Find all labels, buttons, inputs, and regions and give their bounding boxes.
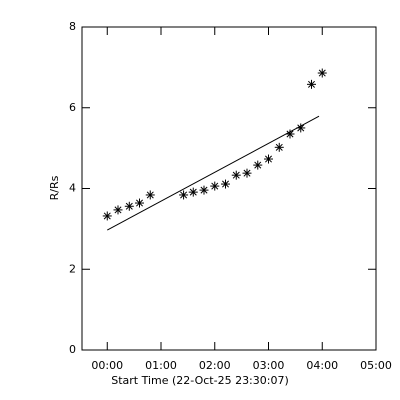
asterisk-stroke <box>286 130 294 138</box>
asterisk-marker <box>221 179 231 189</box>
asterisk-stroke <box>114 206 122 214</box>
asterisk-stroke <box>136 199 144 207</box>
y-tick-label: 8 <box>69 20 76 33</box>
asterisk-stroke <box>189 188 197 196</box>
asterisk-stroke <box>307 80 316 88</box>
plot-frame <box>81 26 377 351</box>
x-tick-label: 01:00 <box>145 359 177 372</box>
x-tick-label: 05:00 <box>360 359 392 372</box>
asterisk-stroke <box>200 186 208 194</box>
asterisk-marker <box>199 185 209 195</box>
asterisk-marker <box>253 160 263 170</box>
asterisk-stroke <box>254 161 262 169</box>
asterisk-marker <box>317 68 327 78</box>
y-tick-label: 2 <box>69 262 76 275</box>
asterisk-stroke <box>211 182 219 190</box>
asterisk-marker <box>231 170 241 180</box>
asterisk-marker <box>102 211 112 221</box>
asterisk-marker <box>210 181 220 191</box>
y-tick-label: 6 <box>69 101 76 114</box>
asterisk-marker <box>264 154 274 164</box>
asterisk-stroke <box>265 155 273 163</box>
asterisk-marker <box>307 79 317 89</box>
asterisk-stroke <box>180 191 188 199</box>
asterisk-stroke <box>243 169 251 177</box>
asterisk-marker <box>113 205 123 215</box>
asterisk-marker <box>135 198 145 208</box>
asterisk-marker <box>188 187 198 197</box>
asterisk-stroke <box>146 191 154 199</box>
x-tick-label: 04:00 <box>306 359 338 372</box>
x-tick-label: 00:00 <box>91 359 123 372</box>
asterisk-marker <box>179 190 189 200</box>
asterisk-stroke <box>103 212 111 220</box>
asterisk-stroke <box>297 124 305 132</box>
x-tick-label: 03:00 <box>253 359 285 372</box>
asterisk-marker <box>242 168 252 178</box>
y-axis-label: R/Rs <box>48 175 61 200</box>
asterisk-stroke <box>222 180 230 188</box>
asterisk-marker <box>124 201 134 211</box>
x-axis-label: Start Time (22-Oct-25 23:30:07) <box>111 374 289 387</box>
y-tick-label: 0 <box>69 343 76 356</box>
asterisk-marker <box>274 142 284 152</box>
x-tick-label: 02:00 <box>199 359 231 372</box>
asterisk-stroke <box>318 69 326 77</box>
asterisk-stroke <box>232 171 240 179</box>
asterisk-stroke <box>125 202 133 210</box>
y-tick-label: 4 <box>69 182 76 195</box>
fit-line <box>107 115 320 231</box>
asterisk-stroke <box>275 143 283 151</box>
asterisk-marker <box>145 190 155 200</box>
